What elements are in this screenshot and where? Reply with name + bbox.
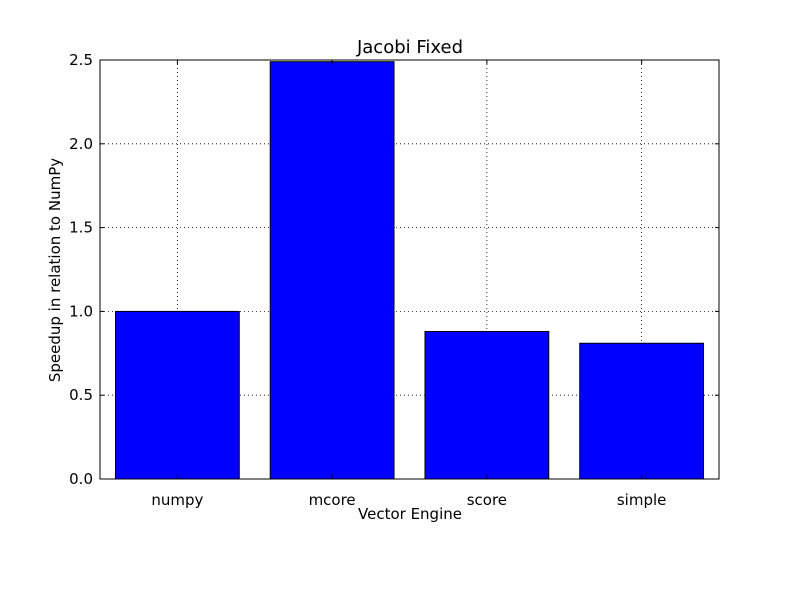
y-tick-label: 2.5 — [69, 51, 93, 69]
bars — [114, 61, 705, 480]
y-tick-label: 2.0 — [69, 135, 93, 153]
bar-numpy — [114, 310, 240, 480]
bar-mcore — [269, 61, 395, 480]
bar-score — [424, 331, 550, 480]
axis-ticks: 0.0 0.5 1.0 1.5 2.0 2.5 numpy mcore score simple — [69, 51, 719, 509]
y-tick-label: 0.5 — [69, 386, 93, 404]
x-tick-label-mcore: mcore — [309, 491, 356, 509]
x-axis-label: Vector Engine — [358, 505, 462, 523]
chart-title: Jacobi Fixed — [356, 37, 463, 58]
x-tick-label-numpy: numpy — [151, 491, 203, 509]
x-tick-label-simple: simple — [617, 491, 667, 509]
y-tick-label: 0.0 — [69, 470, 93, 488]
y-axis-label: Speedup in relation to NumPy — [46, 158, 64, 382]
x-tick-label-score: score — [467, 491, 507, 509]
y-tick-label: 1.5 — [69, 219, 93, 237]
y-tick-label: 1.0 — [69, 302, 93, 320]
bar-simple — [579, 342, 705, 480]
plot-frame — [99, 59, 720, 480]
